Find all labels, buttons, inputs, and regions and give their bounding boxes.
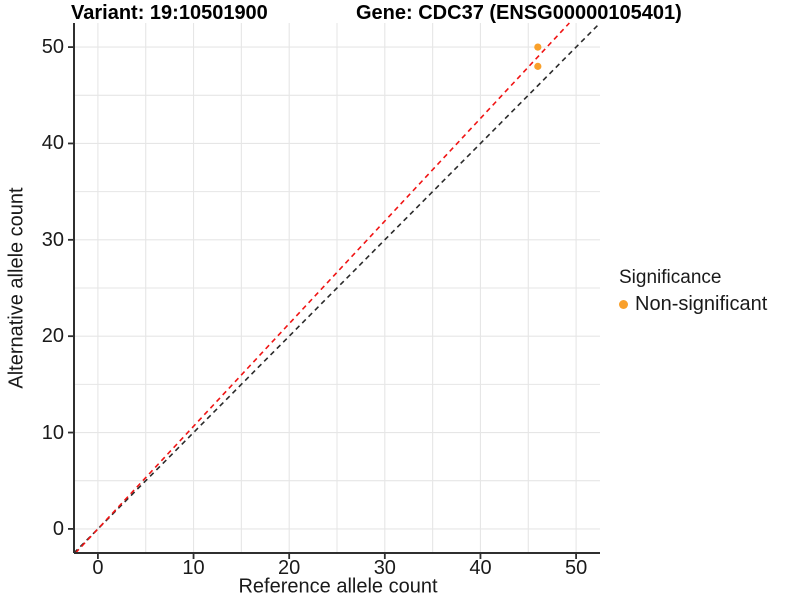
x-axis-tick-label: 40	[469, 557, 492, 579]
legend-title: Significance	[619, 267, 722, 288]
x-axis-title: Reference allele count	[238, 575, 438, 598]
legend-item-label: Non-significant	[635, 293, 768, 315]
y-axis-tick-label: 50	[41, 36, 64, 59]
x-axis-tick-label: 50	[564, 557, 588, 579]
legend-item: Non-significant	[619, 293, 767, 316]
identity-line	[73, 22, 601, 554]
y-axis-title: Alternative allele count	[5, 187, 28, 389]
plot-title-gene: Gene: CDC37 (ENSG00000105401)	[356, 2, 682, 24]
y-axis-tick-label: 30	[41, 228, 64, 251]
x-axis-tick-label: 20	[278, 557, 301, 579]
y-axis-tick-label: 0	[52, 517, 64, 540]
x-axis-tick-label: 30	[373, 557, 396, 579]
y-axis-tick-label: 40	[41, 132, 64, 155]
fit-line	[74, 22, 570, 554]
y-axis-tick-label: 20	[41, 325, 64, 348]
y-axis-tick-label: 10	[41, 421, 64, 444]
data-point	[534, 43, 542, 51]
legend-key-dot-icon	[619, 300, 628, 309]
x-axis-tick-label: 10	[182, 557, 205, 579]
plot-title-variant: Variant: 19:10501900	[71, 2, 268, 24]
x-axis-tick-label: 0	[92, 557, 104, 579]
legend-items: Non-significant	[619, 293, 767, 316]
legend: Significance Non-significant	[619, 267, 767, 316]
data-point	[534, 62, 542, 70]
